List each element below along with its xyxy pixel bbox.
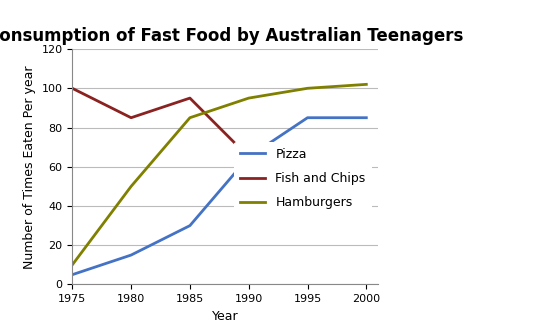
Fish and Chips [128, 116, 135, 120]
Hamburgers [245, 96, 252, 100]
Fish and Chips [304, 184, 311, 188]
Pizza [128, 253, 135, 257]
Line: Pizza: Pizza [72, 118, 366, 275]
Hamburgers [304, 86, 311, 90]
Hamburgers [363, 82, 370, 86]
Pizza [69, 273, 76, 277]
Fish and Chips [187, 96, 193, 100]
Line: Fish and Chips: Fish and Chips [72, 88, 366, 210]
Legend: Pizza, Fish and Chips, Hamburgers: Pizza, Fish and Chips, Hamburgers [234, 142, 372, 215]
Pizza [304, 116, 311, 120]
Fish and Chips [363, 208, 370, 212]
Hamburgers [69, 263, 76, 267]
X-axis label: Year: Year [212, 310, 239, 323]
Hamburgers [128, 184, 135, 188]
Fish and Chips [245, 155, 252, 159]
Pizza [363, 116, 370, 120]
Title: Consumption of Fast Food by Australian Teenagers: Consumption of Fast Food by Australian T… [0, 27, 463, 45]
Y-axis label: Number of Times Eaten Per year: Number of Times Eaten Per year [23, 65, 36, 268]
Hamburgers [187, 116, 193, 120]
Line: Hamburgers: Hamburgers [72, 84, 366, 265]
Pizza [245, 155, 252, 159]
Fish and Chips [69, 86, 76, 90]
Pizza [187, 224, 193, 228]
